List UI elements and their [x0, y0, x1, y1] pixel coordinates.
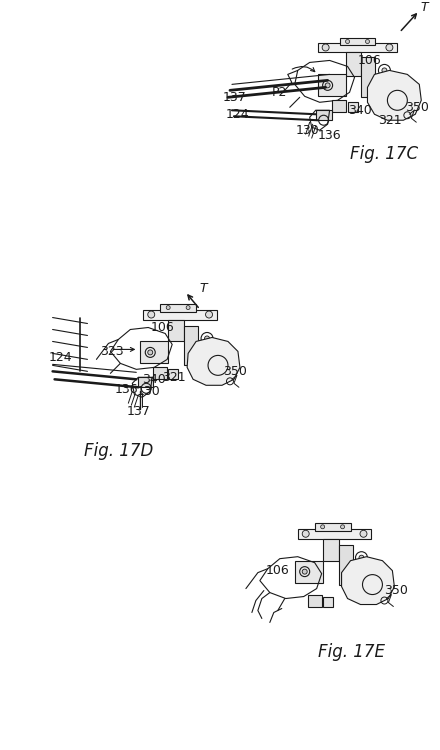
Circle shape [186, 305, 190, 310]
Text: 136: 136 [318, 129, 341, 142]
Bar [332, 100, 345, 112]
Text: 350: 350 [223, 364, 247, 378]
Circle shape [148, 311, 155, 318]
Bar [143, 310, 217, 320]
Text: 106: 106 [358, 54, 381, 67]
Bar [153, 368, 167, 380]
Bar [340, 38, 375, 46]
Bar [318, 74, 345, 96]
Text: 124: 124 [226, 108, 250, 121]
Circle shape [341, 525, 345, 529]
Text: Fig. 17C: Fig. 17C [350, 145, 418, 163]
Text: 321: 321 [378, 114, 401, 127]
Bar [315, 110, 332, 120]
Bar [168, 320, 184, 341]
Bar [138, 377, 153, 387]
Circle shape [302, 569, 307, 574]
Circle shape [386, 44, 393, 51]
Text: Fig. 17E: Fig. 17E [318, 644, 385, 662]
Bar [348, 102, 358, 112]
Circle shape [325, 82, 330, 88]
Text: P2: P2 [272, 86, 287, 99]
Bar [323, 538, 338, 561]
Circle shape [321, 525, 325, 529]
Text: 321: 321 [162, 370, 186, 384]
Text: 340: 340 [143, 373, 166, 386]
Text: T: T [199, 282, 207, 296]
Text: 130: 130 [296, 124, 319, 136]
Text: 130: 130 [136, 385, 160, 398]
Text: T: T [421, 2, 428, 14]
Polygon shape [367, 70, 421, 120]
Text: 137: 137 [126, 405, 150, 418]
Circle shape [205, 336, 209, 341]
Text: 350: 350 [385, 584, 408, 597]
Circle shape [359, 555, 364, 560]
Text: 106: 106 [150, 321, 174, 334]
Bar [168, 369, 178, 380]
Text: 340: 340 [348, 104, 371, 117]
Circle shape [382, 68, 387, 73]
Bar [295, 561, 323, 583]
Text: 350: 350 [405, 100, 429, 114]
Text: 124: 124 [49, 351, 72, 364]
Bar [362, 58, 375, 98]
Circle shape [345, 40, 349, 44]
Circle shape [148, 350, 153, 355]
Bar [318, 43, 397, 52]
Circle shape [360, 530, 367, 537]
Bar [323, 596, 333, 607]
Bar [338, 544, 352, 584]
Bar [308, 595, 322, 607]
Circle shape [366, 40, 370, 44]
Text: 136: 136 [114, 382, 138, 396]
Text: Fig. 17D: Fig. 17D [84, 442, 153, 460]
Text: 137: 137 [223, 91, 247, 104]
Bar [184, 326, 198, 365]
Bar [345, 53, 362, 76]
Circle shape [302, 530, 309, 537]
Bar [315, 523, 351, 531]
Bar [140, 341, 168, 363]
Circle shape [322, 44, 329, 51]
Polygon shape [341, 556, 394, 604]
Circle shape [205, 311, 213, 318]
Bar [298, 529, 371, 538]
Text: 323: 323 [101, 345, 124, 358]
Circle shape [166, 305, 170, 310]
Polygon shape [187, 338, 240, 386]
Bar [160, 304, 196, 311]
Text: 106: 106 [266, 564, 290, 578]
